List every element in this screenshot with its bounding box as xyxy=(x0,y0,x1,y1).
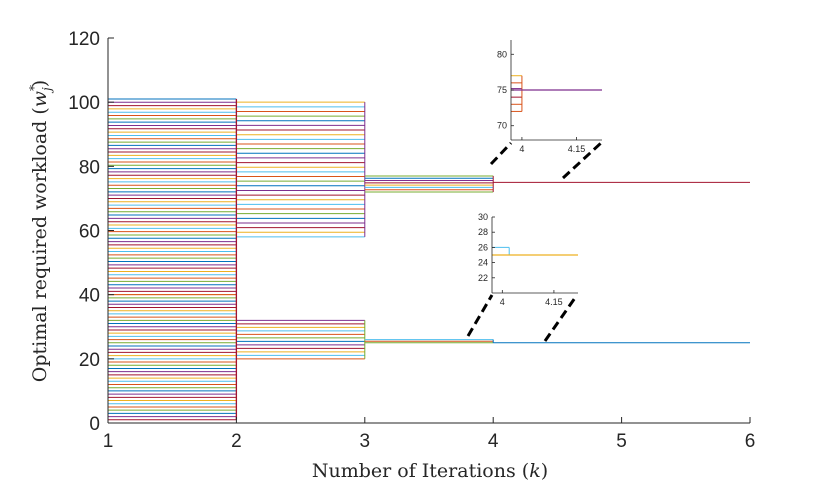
inset-background xyxy=(477,36,608,160)
x-tick-label: 2 xyxy=(231,431,242,452)
zoom-connector-line xyxy=(561,141,603,180)
inset-upper: 70 75 80 4 4.15 xyxy=(477,36,608,160)
zoom-connector-line xyxy=(466,294,494,337)
x-tick-label: 3 xyxy=(360,431,371,452)
y-tick-label: 0 xyxy=(89,414,100,435)
zoom-connector-line xyxy=(543,294,579,342)
inset-x-tick-label: 4.15 xyxy=(568,144,586,154)
zoom-connector-line xyxy=(489,141,513,166)
inset-x-tick-label: 4.15 xyxy=(545,297,563,307)
x-tick-label: 5 xyxy=(616,431,627,452)
inset-y-tick-label: 22 xyxy=(478,273,488,283)
x-tick-label: 4 xyxy=(488,431,499,452)
main-series-lines xyxy=(108,98,750,421)
y-axis-label: Optimal required workload (w*j) xyxy=(27,80,54,382)
x-tick-label: 6 xyxy=(745,431,756,452)
y-tick-label: 100 xyxy=(68,93,100,114)
x-tick-label: 1 xyxy=(103,431,114,452)
inset-x-tick-label: 4 xyxy=(519,144,524,154)
inset-y-tick-label: 24 xyxy=(478,258,488,268)
inset-x-tick-label: 4 xyxy=(500,297,505,307)
inset-y-tick-label: 80 xyxy=(497,49,507,59)
inset-y-tick-label: 26 xyxy=(478,242,488,252)
inset-connectors xyxy=(466,141,603,342)
inset-background xyxy=(458,213,584,313)
inset-y-tick-label: 70 xyxy=(497,121,507,131)
inset-y-tick-label: 75 xyxy=(497,85,507,95)
y-tick-label: 20 xyxy=(79,350,100,371)
y-tick-label: 80 xyxy=(79,157,100,178)
y-tick-label: 120 xyxy=(68,29,100,50)
x-axis-label: Number of Iterations (k) xyxy=(312,460,548,482)
inset-lower: 22 24 26 28 30 4 4.15 xyxy=(458,212,584,313)
y-tick-label: 60 xyxy=(79,222,100,243)
inset-y-tick-label: 30 xyxy=(478,212,488,222)
y-tick-label: 40 xyxy=(79,286,100,307)
inset-y-tick-label: 28 xyxy=(478,227,488,237)
